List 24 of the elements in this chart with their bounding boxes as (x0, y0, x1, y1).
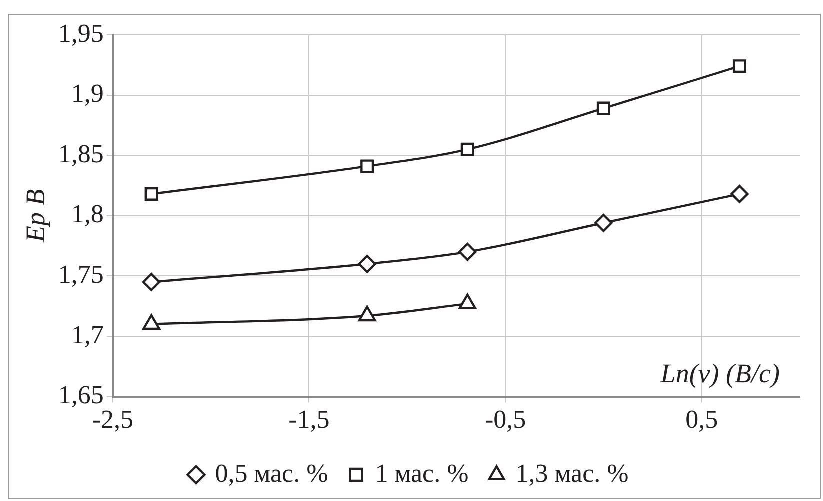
legend-label: 1,3 мас. % (516, 458, 629, 488)
point (142, 273, 161, 292)
y-axis-title: Ep B (20, 189, 50, 244)
y-tick-label: 1,8 (71, 200, 104, 229)
x-tick-label: -0,5 (484, 405, 526, 434)
y-tick-label: 1,75 (58, 260, 104, 290)
point (458, 242, 477, 262)
y-tick-label: 1,7 (71, 320, 104, 350)
point (358, 255, 376, 274)
y-tick-label: 1,9 (71, 79, 104, 108)
legend-label: 0,5 мас. % (215, 458, 328, 488)
x-tick-label: -1,5 (288, 405, 330, 434)
point (594, 214, 613, 232)
y-tick-label: 1,85 (58, 139, 104, 168)
point (596, 102, 610, 116)
point (732, 60, 746, 74)
y-tick-label: 1,95 (58, 18, 104, 48)
point (730, 185, 749, 204)
x-axis-title: Ln(v) (B/c) (660, 358, 780, 388)
point (144, 187, 158, 201)
point (360, 160, 374, 174)
legend-label: 1 мас. % (375, 458, 469, 488)
point (460, 142, 474, 156)
x-tick-label: 0,5 (686, 405, 718, 434)
